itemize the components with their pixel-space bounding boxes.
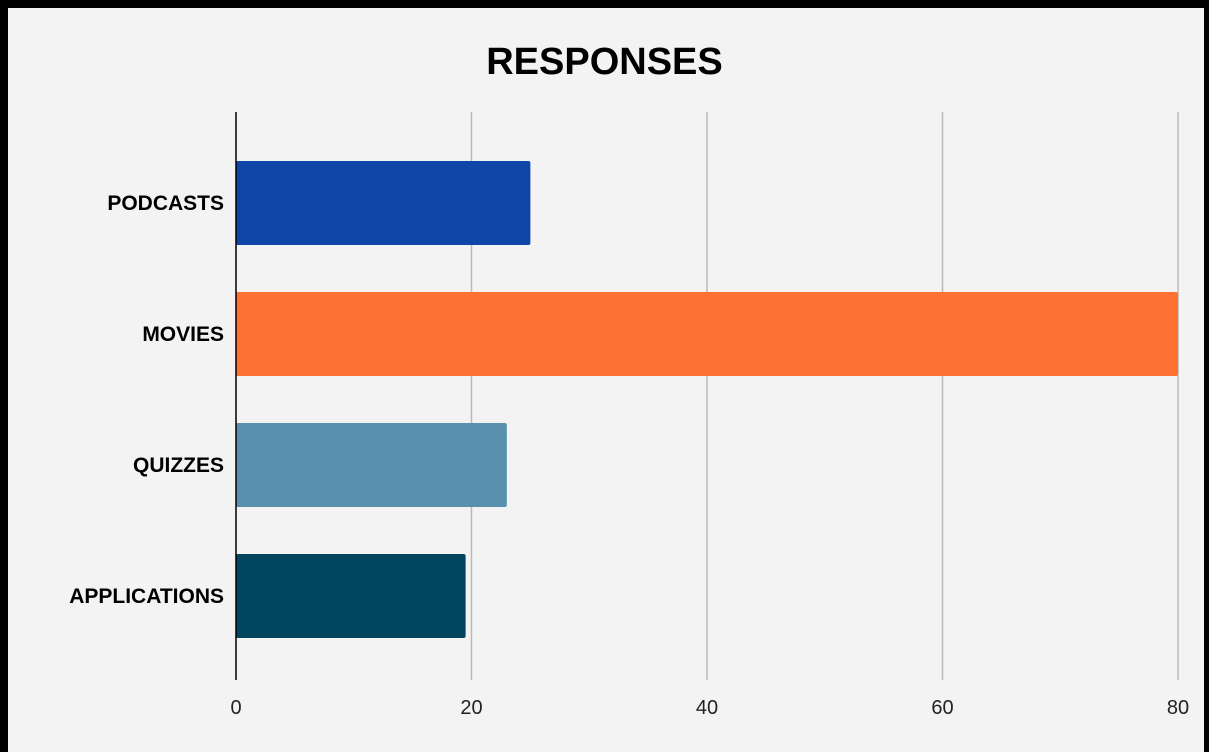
labels: 0 20 40 60 80 PODCASTS MOVIES QUIZZES APPLICATIO… — [69, 192, 1189, 719]
bar-movies — [236, 292, 1178, 376]
category-label: PODCASTS — [107, 192, 224, 215]
chart-title: RESPONSES — [486, 41, 723, 83]
bar-podcasts — [236, 161, 531, 245]
bar-applications — [236, 554, 466, 638]
x-tick-label: 20 — [460, 697, 482, 719]
x-tick-label: 0 — [230, 697, 241, 719]
bar-quizzes — [236, 423, 507, 507]
x-tick-label: 60 — [931, 697, 953, 719]
bars — [236, 161, 1178, 638]
category-label: MOVIES — [142, 323, 224, 346]
category-label: APPLICATIONS — [69, 585, 224, 608]
x-tick-label: 80 — [1167, 697, 1189, 719]
gridlines — [470, 112, 1179, 680]
x-tick-label: 40 — [696, 697, 718, 719]
category-label: QUIZZES — [133, 454, 224, 477]
